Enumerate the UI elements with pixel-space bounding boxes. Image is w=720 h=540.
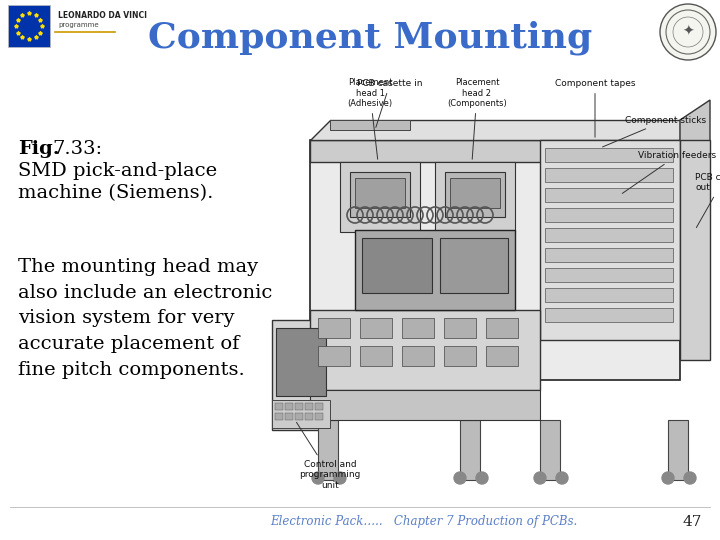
Bar xyxy=(350,172,410,217)
Text: Component tapes: Component tapes xyxy=(554,79,635,137)
Text: 47: 47 xyxy=(683,515,702,529)
Circle shape xyxy=(662,472,674,484)
Text: LEONARDO DA VINCI: LEONARDO DA VINCI xyxy=(58,10,147,19)
Bar xyxy=(545,188,673,202)
Bar xyxy=(272,400,330,428)
Bar xyxy=(545,288,673,302)
Text: SMD pick-and-place: SMD pick-and-place xyxy=(18,162,217,180)
Bar xyxy=(315,403,323,410)
Bar xyxy=(310,310,540,390)
Bar xyxy=(276,328,326,396)
Bar xyxy=(360,346,392,366)
Circle shape xyxy=(454,472,466,484)
Text: Control and
programming
unit: Control and programming unit xyxy=(297,422,361,490)
Text: The mounting head may
also include an electronic
vision system for very
accurate: The mounting head may also include an el… xyxy=(18,258,272,379)
Bar xyxy=(486,318,518,338)
Bar xyxy=(545,308,673,322)
Circle shape xyxy=(556,472,568,484)
Bar xyxy=(486,346,518,366)
Text: PCB casette in: PCB casette in xyxy=(357,79,423,127)
Text: Placement
head 2
(Components): Placement head 2 (Components) xyxy=(447,78,507,159)
Text: 7.33:: 7.33: xyxy=(52,140,102,158)
Bar xyxy=(340,162,420,232)
Bar xyxy=(440,238,508,293)
Circle shape xyxy=(312,472,324,484)
Circle shape xyxy=(534,472,546,484)
Bar xyxy=(545,228,673,242)
Circle shape xyxy=(660,4,716,60)
Bar xyxy=(545,148,673,162)
Text: programme: programme xyxy=(58,22,99,28)
Bar xyxy=(295,413,303,420)
Bar xyxy=(275,413,283,420)
Polygon shape xyxy=(680,100,710,360)
Bar xyxy=(285,403,293,410)
Bar xyxy=(310,140,680,162)
Bar xyxy=(315,413,323,420)
Bar xyxy=(355,178,405,208)
Bar xyxy=(460,420,480,480)
Bar xyxy=(360,318,392,338)
Bar xyxy=(355,230,515,310)
Bar xyxy=(668,420,688,480)
Text: machine (Siemens).: machine (Siemens). xyxy=(18,184,213,202)
Bar xyxy=(318,420,338,480)
Text: Electronic Pack…..   Chapter 7 Production of PCBs.: Electronic Pack….. Chapter 7 Production … xyxy=(270,516,577,529)
Bar xyxy=(545,208,673,222)
Bar xyxy=(310,390,540,420)
Bar xyxy=(272,320,330,430)
Bar xyxy=(318,346,350,366)
Bar xyxy=(540,140,680,340)
Text: PCB casette
out: PCB casette out xyxy=(695,173,720,227)
Bar xyxy=(330,120,410,130)
Bar xyxy=(545,268,673,282)
Bar xyxy=(310,140,680,380)
Text: Component sticks: Component sticks xyxy=(603,116,706,147)
Bar xyxy=(435,162,515,232)
Text: Fig.: Fig. xyxy=(18,140,60,158)
Bar xyxy=(305,403,313,410)
Text: Placement
head 1
(Adhesive): Placement head 1 (Adhesive) xyxy=(348,78,392,159)
FancyBboxPatch shape xyxy=(8,5,50,47)
Circle shape xyxy=(334,472,346,484)
Bar xyxy=(680,140,710,360)
Text: Component Mounting: Component Mounting xyxy=(148,21,592,55)
Bar xyxy=(402,318,434,338)
Bar xyxy=(362,238,432,293)
Text: ✦: ✦ xyxy=(682,25,694,39)
Bar xyxy=(540,420,560,480)
Bar xyxy=(450,178,500,208)
Text: Vibration feeders: Vibration feeders xyxy=(622,151,716,193)
Circle shape xyxy=(476,472,488,484)
Bar xyxy=(402,346,434,366)
Bar xyxy=(275,403,283,410)
Bar xyxy=(305,413,313,420)
Bar xyxy=(295,403,303,410)
Bar xyxy=(444,318,476,338)
Bar xyxy=(545,248,673,262)
Bar xyxy=(545,168,673,182)
Polygon shape xyxy=(310,120,680,140)
Bar xyxy=(445,172,505,217)
Circle shape xyxy=(684,472,696,484)
Bar xyxy=(444,346,476,366)
Bar xyxy=(318,318,350,338)
Bar xyxy=(285,413,293,420)
